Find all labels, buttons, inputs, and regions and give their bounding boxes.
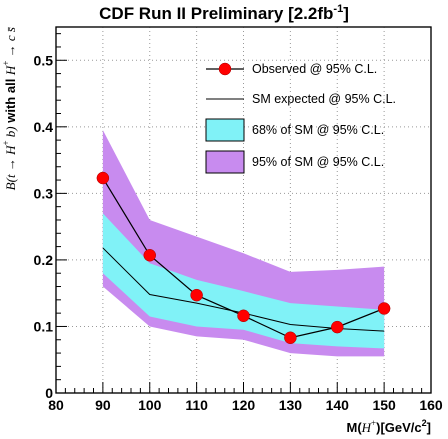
legend-observed-marker [218, 62, 232, 76]
band-68-layer [102, 213, 385, 349]
y-axis-label: B(t → H+ b) with all H+ → c s̄ [1, 26, 18, 190]
x-tick-label: 140 [326, 397, 350, 413]
x-tick-label: 100 [138, 397, 162, 413]
legend-band95-swatch [205, 150, 245, 174]
band-68 [102, 213, 385, 349]
x-tick-label: 110 [185, 397, 208, 413]
legend-band68-label: 68% of SM @ 95% C.L. [252, 123, 384, 137]
observed-point [331, 320, 344, 334]
observed-layer [96, 171, 391, 345]
observed-point [190, 288, 203, 302]
observed-point [377, 302, 391, 315]
y-tick-label: 0.4 [34, 119, 54, 135]
legend-band95-label: 95% of SM @ 95% C.L. [252, 155, 384, 169]
legend-band68-swatch [205, 118, 245, 142]
legend-expected-label: SM expected @ 95% C.L. [252, 92, 396, 106]
y-tick-label: 0.1 [34, 318, 54, 334]
x-tick-label: 120 [232, 397, 256, 413]
y-tick-label: 0.3 [34, 185, 54, 201]
plot-frame-border [55, 26, 432, 394]
x-tick-label: 130 [279, 397, 303, 413]
y-tick-label: 0.5 [34, 52, 54, 68]
ticks: 80 90 100 110 120 130 140 150 160 0 0.1 0.2 0.3 0.4 0.… [34, 33, 443, 413]
observed-point [96, 171, 110, 185]
chart-title: CDF Run II Preliminary [2.2fb-1] [99, 3, 349, 23]
x-tick-label: 90 [95, 397, 111, 413]
observed-point [143, 249, 156, 262]
y-tick-label: 0.2 [34, 252, 54, 268]
y-tick-label: 0 [45, 385, 53, 401]
x-axis-label: M(H+)[GeV/c2] [346, 418, 431, 435]
x-tick-label: 150 [372, 397, 396, 413]
legend-observed-label: Observed @ 95% C.L. [252, 62, 377, 76]
observed-point [237, 309, 250, 323]
legend: Observed @ 95% C.L. SM expected @ 95% C.… [205, 62, 396, 174]
observed-point [284, 331, 297, 345]
x-tick-label: 80 [48, 397, 64, 413]
x-tick-label: 160 [419, 397, 443, 413]
